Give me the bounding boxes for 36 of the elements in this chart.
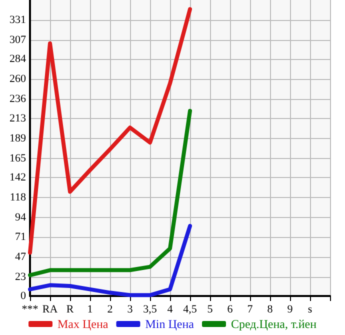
y-tick-label: 23 bbox=[15, 270, 26, 283]
legend-label: Min Цена bbox=[145, 317, 195, 331]
y-tick-label: 94 bbox=[15, 212, 26, 224]
x-tick-label: 7 bbox=[247, 304, 254, 316]
y-tick-label: 260 bbox=[10, 73, 26, 86]
x-tick-label: 4 bbox=[167, 304, 174, 316]
x-tick-label: 2 bbox=[107, 304, 113, 316]
y-tick-label: 118 bbox=[10, 192, 26, 204]
x-tick-label: 9 bbox=[287, 304, 294, 316]
y-tick-label: 284 bbox=[10, 53, 26, 66]
y-tick-label: 71 bbox=[15, 230, 26, 243]
x-tick-label: 5 bbox=[207, 304, 214, 316]
y-tick-label: 165 bbox=[10, 152, 26, 164]
x-tick-label: *** bbox=[22, 304, 38, 316]
x-tick-label: 6 bbox=[227, 304, 234, 316]
y-tick-label: 307 bbox=[10, 34, 26, 46]
x-tick-label: 8 bbox=[267, 304, 274, 316]
y-tick-label: 236 bbox=[10, 93, 26, 106]
x-tick-label: s bbox=[308, 304, 312, 316]
y-tick-label: 47 bbox=[15, 250, 26, 263]
y-tick-label: 189 bbox=[10, 132, 26, 144]
x-tick-label: 1 bbox=[87, 304, 93, 316]
line-series bbox=[28, 7, 192, 255]
y-tick-label: 331 bbox=[10, 14, 26, 26]
legend-label: Max Цена bbox=[57, 317, 109, 331]
y-tick-label: 0 bbox=[20, 290, 26, 302]
legend-label: Сред.Цена, т.йен bbox=[230, 317, 318, 331]
x-tick-label: R bbox=[66, 304, 74, 316]
y-tick-label: 213 bbox=[10, 112, 26, 124]
x-tick-label: RA bbox=[42, 304, 58, 316]
x-tick-label: 3,5 bbox=[143, 304, 158, 316]
y-tick-label: 142 bbox=[10, 172, 26, 184]
x-tick-label: 4,5 bbox=[183, 304, 198, 316]
line-series bbox=[28, 108, 192, 278]
line-series bbox=[28, 224, 192, 298]
x-tick-label: 3 bbox=[127, 304, 134, 316]
